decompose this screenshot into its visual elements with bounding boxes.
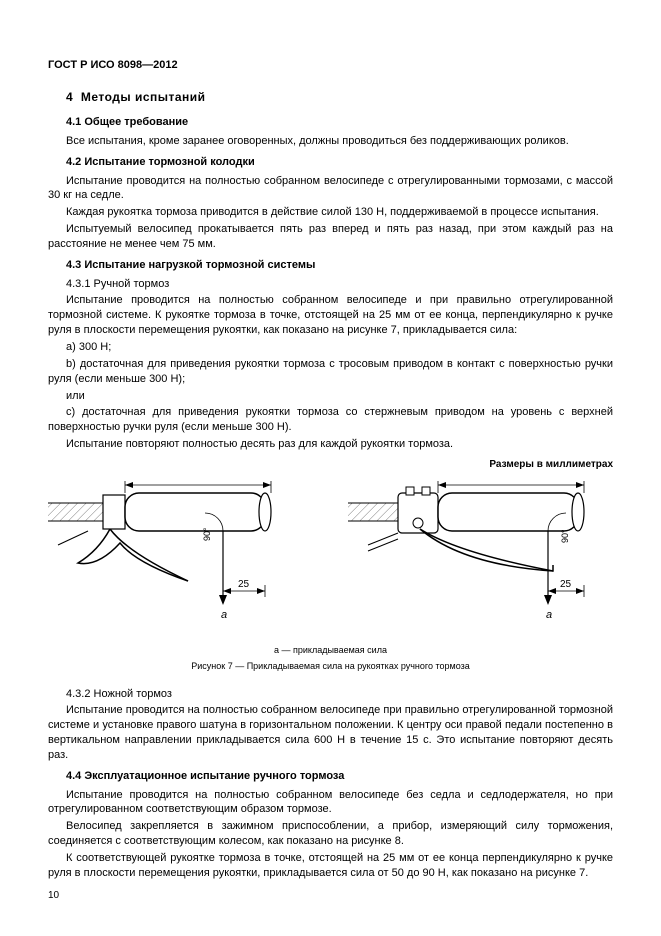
dim-25-left: 25 bbox=[238, 579, 250, 590]
dim-25-right: 25 bbox=[560, 579, 572, 590]
page: ГОСТ Р ИСО 8098—2012 4 Методы испытаний … bbox=[0, 0, 661, 936]
item-or: или bbox=[48, 389, 613, 404]
page-number: 10 bbox=[48, 889, 59, 903]
para-4-2-2: Каждая рукоятка тормоза приводится в дей… bbox=[48, 205, 613, 220]
document-id: ГОСТ Р ИСО 8098—2012 bbox=[48, 58, 613, 73]
right-handle-group: 90° 25 a bbox=[348, 481, 584, 621]
a-label-right: a bbox=[546, 609, 552, 621]
para-4-1-1: Все испытания, кроме заранее оговоренных… bbox=[48, 134, 613, 149]
section-name: Методы испытаний bbox=[81, 90, 206, 104]
para-4-3-1-1: Испытание проводится на полностью собран… bbox=[48, 293, 613, 338]
figure-legend: a — прикладываемая сила bbox=[48, 644, 613, 656]
para-4-3-2-1: Испытание проводится на полностью собран… bbox=[48, 703, 613, 762]
para-4-4-3: К соответствующей рукоятке тормоза в точ… bbox=[48, 851, 613, 881]
item-c: c) достаточная для приведения рукоятки т… bbox=[48, 405, 613, 435]
figure-7-svg: 90° 25 a bbox=[48, 473, 608, 633]
section-num: 4 bbox=[66, 90, 73, 104]
heading-4-3-1: 4.3.1 Ручной тормоз bbox=[48, 277, 613, 292]
heading-4-3: 4.3 Испытание нагрузкой тормозной систем… bbox=[66, 258, 613, 273]
figure-units-note: Размеры в миллиметрах bbox=[48, 458, 613, 472]
heading-4-4: 4.4 Эксплуатационное испытание ручного т… bbox=[66, 769, 613, 784]
section-4-title: 4 Методы испытаний bbox=[66, 89, 613, 105]
item-b: b) достаточная для приведения рукоятки т… bbox=[48, 357, 613, 387]
angle-left: 90° bbox=[202, 527, 212, 541]
heading-4-3-2: 4.3.2 Ножной тормоз bbox=[48, 687, 613, 702]
heading-4-1: 4.1 Общее требование bbox=[66, 115, 613, 130]
angle-right: 90° bbox=[560, 529, 570, 543]
figure-caption: Рисунок 7 — Прикладываемая сила на рукоя… bbox=[48, 660, 613, 672]
left-handle-group: 90° 25 a bbox=[48, 481, 271, 621]
heading-4-2: 4.2 Испытание тормозной колодки bbox=[66, 155, 613, 170]
para-4-4-1: Испытание проводится на полностью собран… bbox=[48, 788, 613, 818]
item-a: a) 300 Н; bbox=[48, 340, 613, 355]
a-label-left: a bbox=[221, 609, 227, 621]
para-4-4-2: Велосипед закрепляется в зажимном приспо… bbox=[48, 819, 613, 849]
para-4-2-1: Испытание проводится на полностью собран… bbox=[48, 174, 613, 204]
figure-7: 90° 25 a bbox=[48, 473, 613, 638]
para-4-3-1-2: Испытание повторяют полностью десять раз… bbox=[48, 437, 613, 452]
para-4-2-3: Испытуемый велосипед прокатывается пять … bbox=[48, 222, 613, 252]
